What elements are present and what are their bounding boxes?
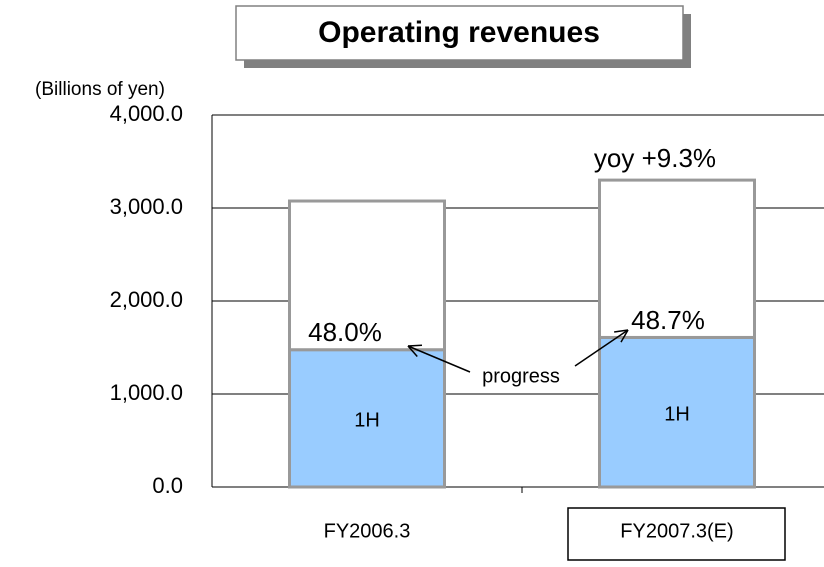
plot: 0.0 1,000.0 2,000.0 3,000.0 4,000.0 FY2006.3 F… xyxy=(110,101,824,542)
annotation: progress xyxy=(482,365,560,387)
segment-label: 1H xyxy=(354,410,380,432)
bar-segment xyxy=(598,335,756,489)
annotation: 48.0% xyxy=(308,317,382,347)
bar-segment xyxy=(598,178,756,339)
annotation: 48.7% xyxy=(631,305,705,335)
annotations: 1H 1H 48.0% 48.7% progress yoy +9.3% xyxy=(308,143,716,432)
title-box xyxy=(235,5,684,61)
arrow-head xyxy=(620,329,629,343)
category-box xyxy=(567,507,786,561)
y-tick-label: 3,000.0 xyxy=(110,194,183,219)
segment-label: 1H xyxy=(664,404,690,426)
arrow-head xyxy=(407,345,418,357)
arrow-line xyxy=(407,345,471,373)
arrow-head xyxy=(407,344,423,347)
y-tick-label: 1,000.0 xyxy=(110,380,183,405)
arrow-head xyxy=(614,329,629,333)
y-axis-label: (Billions of yen) xyxy=(35,79,165,100)
arrow-line xyxy=(574,329,629,367)
annotation: yoy +9.3% xyxy=(594,143,716,173)
bar-segment xyxy=(288,199,446,352)
x-tick-label: FY2006.3 xyxy=(324,520,411,542)
y-tick-label: 4,000.0 xyxy=(110,101,183,126)
bar-segment xyxy=(288,348,446,489)
x-tick-label: FY2007.3(E) xyxy=(620,520,733,542)
chart-title: Operating revenues xyxy=(318,16,600,49)
y-tick-label: 2,000.0 xyxy=(110,287,183,312)
y-tick-label: 0.0 xyxy=(152,473,183,498)
